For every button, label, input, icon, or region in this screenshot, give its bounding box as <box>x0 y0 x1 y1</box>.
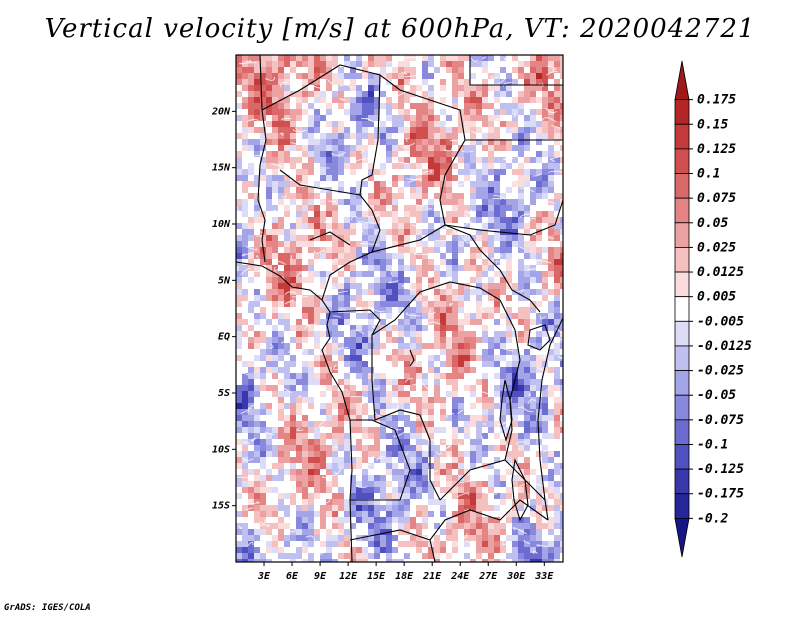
colorbar-segment <box>674 394 690 421</box>
velocity-field <box>236 55 563 562</box>
colorbar-segment <box>674 123 690 150</box>
x-tick-label: 27E <box>478 571 498 582</box>
colorbar-segment <box>674 247 690 273</box>
x-axis: 3E 6E 9E 12E 15E 18E 21E 24E 27E 30E 33E <box>257 562 554 582</box>
colorbar-segment <box>674 296 690 322</box>
colorbar: 0.175 0.15 0.125 0.1 0.075 0.05 0.025 0.0125 0.0… <box>674 60 752 558</box>
colorbar-label: 0.1 <box>697 167 720 182</box>
x-tick-label: 12E <box>339 571 358 582</box>
y-tick-label: 10N <box>212 219 231 230</box>
colorbar-label: 0.005 <box>697 290 736 305</box>
colorbar-segment <box>674 419 690 445</box>
colorbar-segment <box>674 468 690 495</box>
colorbar-segment <box>674 271 690 298</box>
colorbar-label: -0.2 <box>697 511 728 526</box>
colorbar-label: -0.125 <box>697 462 744 477</box>
y-axis: 20N 15N 10N 5N EQ 5S 10S 15S <box>211 106 236 512</box>
colorbar-segment <box>674 444 690 470</box>
credit-text: GrADS: IGES/COLA <box>4 603 91 613</box>
colorbar-segment <box>674 173 690 199</box>
colorbar-label: 0.15 <box>697 117 728 132</box>
colorbar-label: -0.0125 <box>697 339 752 354</box>
y-tick-label: 20N <box>211 106 231 117</box>
country-boundaries <box>236 55 563 562</box>
colorbar-label: 0.05 <box>697 216 728 231</box>
colorbar-segment <box>674 99 690 125</box>
colorbar-label: -0.075 <box>697 413 744 428</box>
colorbar-segment <box>674 370 690 396</box>
y-tick-label: 15N <box>212 163 231 174</box>
colorbar-label: 0.125 <box>697 142 736 157</box>
y-tick-label: 10S <box>212 444 230 455</box>
colorbar-segment <box>674 60 690 101</box>
colorbar-label: 0.0125 <box>697 265 744 280</box>
y-tick-label: 15S <box>212 501 230 512</box>
x-tick-label: 30E <box>506 571 526 582</box>
colorbar-segment <box>674 148 690 174</box>
colorbar-segment <box>674 345 690 371</box>
colorbar-label: -0.025 <box>697 364 744 379</box>
colorbar-label: -0.005 <box>697 314 744 329</box>
map-frame <box>235 54 564 563</box>
x-tick-label: 24E <box>450 571 470 582</box>
x-tick-label: 18E <box>395 571 414 582</box>
colorbar-label: -0.05 <box>697 388 736 403</box>
colorbar-label: 0.025 <box>697 240 736 255</box>
colorbar-label: 0.175 <box>697 93 736 108</box>
x-tick-label: 33E <box>534 571 554 582</box>
colorbar-label: 0.075 <box>697 191 736 206</box>
y-tick-label: 5N <box>218 275 231 286</box>
x-tick-label: 15E <box>367 571 386 582</box>
y-tick-label: EQ <box>218 332 230 343</box>
colorbar-segment <box>674 320 690 347</box>
chart-title: Vertical velocity [m/s] at 600hPa, VT: 2… <box>44 14 756 44</box>
colorbar-segment <box>674 222 690 248</box>
colorbar-label: -0.175 <box>697 487 744 502</box>
x-tick-label: 6E <box>286 571 299 582</box>
colorbar-segment <box>674 197 690 224</box>
y-tick-label: 5S <box>218 388 230 399</box>
x-tick-label: 21E <box>422 571 442 582</box>
colorbar-segment <box>674 517 690 558</box>
colorbar-label: -0.1 <box>697 437 728 452</box>
colorbar-segment <box>674 493 690 519</box>
x-tick-label: 9E <box>314 571 327 582</box>
x-tick-label: 3E <box>257 571 271 582</box>
